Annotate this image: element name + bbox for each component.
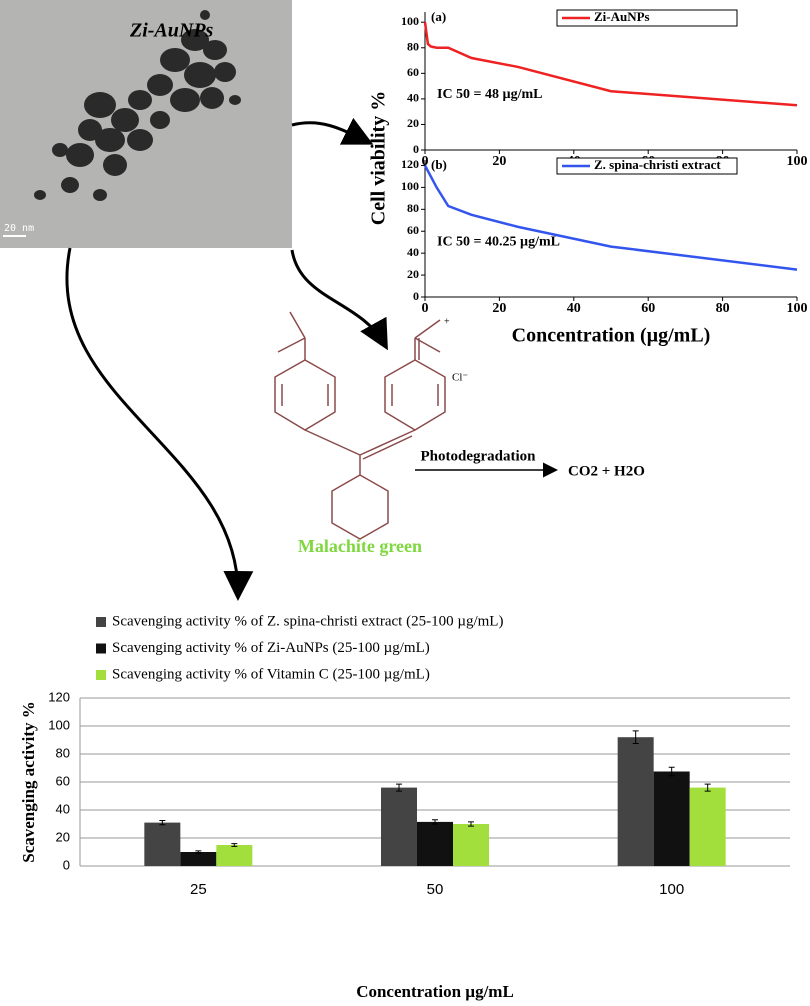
legend-swatch (96, 643, 106, 654)
y-tick-label: 0 (413, 289, 419, 303)
y-tick-label: 100 (401, 14, 419, 28)
annotation: IC 50 = 48 µg/mL (437, 87, 543, 102)
x-tick-label: 80 (716, 301, 730, 316)
charge: + (444, 316, 450, 327)
x-tick-label: 0 (422, 301, 429, 316)
error-bar (432, 819, 438, 825)
y-axis-label: Cell viability % (368, 91, 390, 225)
y-tick-label: 0 (63, 857, 70, 872)
product: CO2 + H2O (568, 463, 645, 479)
y-tick-label: 20 (407, 116, 419, 130)
y-tick-label: 40 (407, 245, 419, 259)
reaction-label: Photodegradation (420, 448, 536, 464)
molecule (274, 311, 446, 540)
scale-bar: 20 nm (4, 223, 34, 234)
y-tick-label: 60 (407, 223, 419, 237)
y-tick-label: 100 (48, 717, 70, 732)
bar (417, 821, 453, 866)
error-bar (704, 783, 711, 792)
x-tick-label: 60 (641, 301, 655, 316)
x-tick-label: 100 (787, 301, 808, 316)
legend-box (556, 157, 738, 175)
panel-label: (a) (431, 9, 446, 24)
x-axis-label: Concentration (µg/mL) (512, 325, 711, 347)
bar (617, 737, 654, 866)
legend-swatch (96, 670, 106, 680)
bar (689, 787, 726, 866)
error-bar (231, 843, 238, 847)
y-tick-label: 40 (56, 801, 70, 816)
x-tick-label: 40 (567, 301, 581, 316)
panel-label: (b) (431, 157, 447, 172)
y-tick-label: 80 (407, 40, 419, 54)
y-tick-label: 80 (56, 745, 70, 760)
x-tick-label: 100 (659, 881, 684, 898)
line-series (423, 22, 798, 107)
tem-image: Zi-AuNPs 20 nm (0, 0, 292, 248)
y-tick-label: 80 (407, 201, 419, 215)
x-axis-label: Concentration µg/mL (356, 982, 514, 1001)
line-series (423, 164, 798, 271)
y-tick-label: 40 (407, 91, 419, 105)
x-tick-label: 100 (787, 154, 808, 169)
counter-ion: Cl⁻ (452, 372, 468, 384)
legend-label: Scavenging activity % of Vitamin C (25-1… (112, 666, 430, 682)
y-tick-label: 100 (401, 179, 419, 193)
x-tick-label: 25 (190, 881, 207, 898)
bar (453, 824, 489, 866)
molecule-name: Malachite green (298, 536, 422, 556)
error-bar (668, 766, 675, 777)
legend-box (556, 9, 738, 27)
y-tick-label: 120 (401, 157, 419, 171)
y-tick-label: 120 (48, 689, 70, 704)
error-bar (632, 730, 639, 744)
error-bar (396, 783, 402, 792)
image-label: Zi-AuNPs (129, 20, 214, 42)
bar (180, 852, 217, 866)
legend-label: Z. spina-christi extract (594, 157, 721, 172)
y-tick-label: 20 (407, 267, 419, 281)
error-bar (159, 820, 166, 826)
legend-label: Scavenging activity % of Zi-AuNPs (25-10… (112, 640, 430, 656)
annotation: IC 50 = 40.25 µg/mL (437, 234, 560, 249)
legend-swatch (96, 617, 106, 627)
error-bar (195, 850, 202, 854)
y-tick-label: 60 (407, 65, 419, 79)
y-tick-label: 20 (56, 829, 70, 844)
x-tick-label: 20 (492, 154, 506, 169)
error-bar (468, 821, 474, 827)
bar (381, 787, 417, 866)
bar (653, 771, 690, 866)
legend-label: Scavenging activity % of Z. spina-christ… (112, 613, 503, 629)
x-tick-label: 20 (492, 301, 506, 316)
bar (144, 822, 181, 866)
x-tick-label: 50 (427, 881, 444, 898)
arrows (65, 117, 558, 601)
bar (216, 845, 253, 866)
y-tick-label: 60 (56, 773, 70, 788)
y-axis-label: Scavenging activity % (19, 701, 38, 863)
y-tick-label: 0 (413, 142, 419, 156)
legend-label: Zi-AuNPs (594, 9, 650, 24)
